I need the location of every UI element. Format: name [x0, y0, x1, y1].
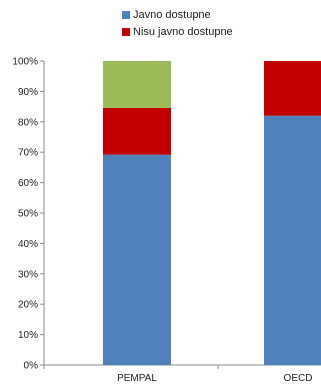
y-tick-label: 20%: [18, 300, 38, 311]
bar-segment: [103, 107, 171, 155]
y-axis: 0% 10% 20% 30% 40% 50% 60% 70% 80% 90% 100%: [12, 57, 45, 372]
legend-item-nisu-javno-dostupne: Nisu javno dostupne: [122, 23, 233, 40]
bar-segment: [264, 61, 321, 116]
x-tick-label: PEMPAL: [117, 373, 157, 384]
y-tick-label: 60%: [18, 178, 38, 189]
legend-swatch-nisu-javno-dostupne: [122, 27, 130, 36]
y-tick-label: 100%: [12, 57, 38, 68]
legend-label-nisu-javno-dostupne: Nisu javno dostupne: [133, 25, 233, 38]
y-tick-label: 50%: [18, 209, 38, 220]
y-tick-label: 40%: [18, 239, 38, 250]
legend-label-javno-dostupne: Javno dostupne: [133, 8, 211, 21]
bar-segment: [264, 115, 321, 365]
y-tick-label: 0%: [24, 361, 39, 372]
bars: [103, 61, 321, 365]
legend-item-javno-dostupne: Javno dostupne: [122, 6, 233, 23]
bar-segment: [103, 154, 171, 365]
y-tick-label: 90%: [18, 87, 38, 98]
y-tick-label: 70%: [18, 148, 38, 159]
x-tick-label: OECD: [284, 373, 313, 384]
legend: Javno dostupne Nisu javno dostupne: [122, 6, 233, 40]
y-tick-label: 10%: [18, 330, 38, 341]
legend-swatch-javno-dostupne: [122, 10, 130, 19]
x-axis: PEMPAL OECD: [43, 364, 321, 384]
bar-segment: [103, 61, 171, 108]
y-tick-label: 80%: [18, 117, 38, 128]
y-tick-label: 30%: [18, 269, 38, 280]
